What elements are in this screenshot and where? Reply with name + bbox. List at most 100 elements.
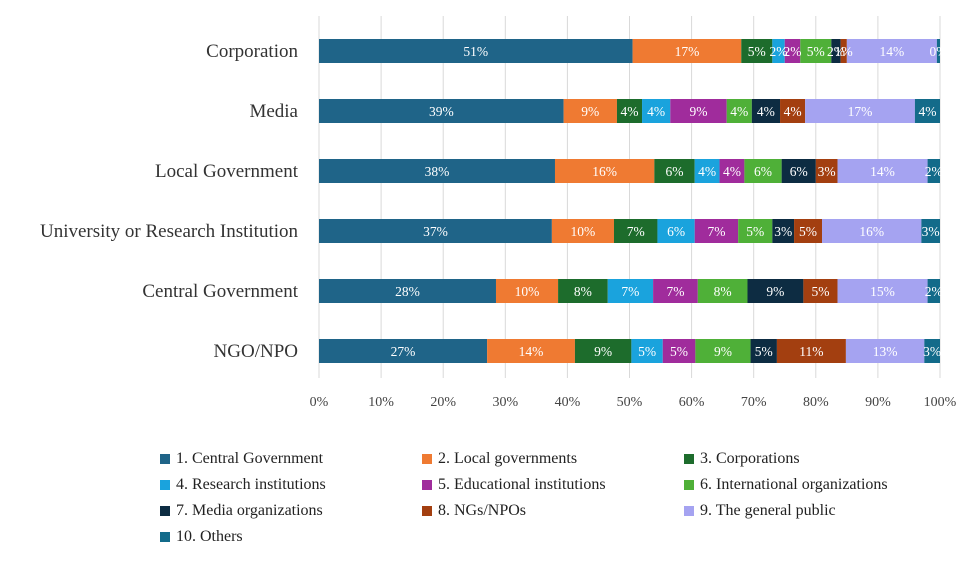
category-labels: Corporation Media Local Government Universi… [40, 41, 299, 362]
bar-segment [772, 219, 795, 243]
legend-swatch [684, 506, 694, 516]
legend-label: 9. The general public [700, 502, 836, 519]
bar-segments [319, 39, 940, 363]
bar-segment [837, 279, 928, 303]
bar-segment [805, 99, 915, 123]
category-label: NGO/NPO [214, 341, 298, 362]
data-label: 10% [515, 284, 540, 299]
data-label: 4% [621, 104, 639, 119]
data-label: 6% [754, 164, 772, 179]
legend-item: 6. International organizations [684, 474, 946, 496]
bar-segment [794, 219, 823, 243]
bar-segment [574, 339, 632, 363]
data-label: 9% [766, 284, 784, 299]
data-label: 8% [714, 284, 732, 299]
bar-segment [697, 279, 748, 303]
bar-segment [741, 39, 773, 63]
data-label: 9% [581, 104, 599, 119]
legend-swatch [684, 480, 694, 490]
data-label: 6% [667, 224, 685, 239]
bar-segment [924, 339, 940, 363]
bar-segment [319, 279, 496, 303]
x-tick-label: 100% [924, 395, 957, 410]
x-tick-label: 40% [555, 395, 581, 410]
category-label: Local Government [155, 161, 299, 182]
x-tick-label: 50% [617, 395, 643, 410]
data-label: 7% [627, 224, 645, 239]
data-label: 14% [870, 164, 895, 179]
data-label: 5% [638, 344, 656, 359]
bar-segment [719, 159, 745, 183]
legend-swatch [684, 454, 694, 464]
legend-swatch [422, 480, 432, 490]
bar-segment [670, 99, 727, 123]
bar-segment [845, 339, 925, 363]
x-tick-label: 90% [865, 395, 891, 410]
bar-segment [653, 279, 698, 303]
legend-swatch [160, 480, 170, 490]
category-label: Corporation [206, 41, 298, 62]
data-label: 13% [873, 344, 898, 359]
bar-segment [822, 219, 922, 243]
data-label: 4% [647, 104, 665, 119]
data-label: 11% [799, 344, 823, 359]
x-tick-label: 10% [368, 395, 394, 410]
bar-segment [751, 99, 781, 123]
data-label: 5% [811, 284, 829, 299]
data-label: 2% [925, 164, 943, 179]
bar-segment [319, 339, 488, 363]
bar-segment [654, 159, 695, 183]
data-label: 51% [463, 44, 488, 59]
legend-item: 9. The general public [684, 500, 946, 522]
x-tick-label: 80% [803, 395, 829, 410]
data-label: 5% [746, 224, 764, 239]
data-label: 7% [666, 284, 684, 299]
data-label: 6% [790, 164, 808, 179]
bar-segment [927, 159, 940, 183]
bar-segment [558, 279, 608, 303]
data-label: 4% [918, 104, 936, 119]
x-tick-label: 30% [492, 395, 518, 410]
data-label: 5% [670, 344, 688, 359]
data-label: 14% [519, 344, 544, 359]
data-label: 2% [784, 44, 802, 59]
bar-segment [642, 99, 671, 123]
legend-label: 3. Corporations [700, 450, 800, 467]
data-label: 16% [859, 224, 884, 239]
legend-swatch [422, 506, 432, 516]
data-label: 10% [571, 224, 596, 239]
bar-segment [936, 39, 940, 63]
x-tick-label: 70% [741, 395, 767, 410]
bar-segment [631, 339, 663, 363]
legend-swatch [422, 454, 432, 464]
bar-segment [837, 159, 928, 183]
bar-segment [815, 159, 838, 183]
data-label: 17% [675, 44, 700, 59]
bar-segment [781, 159, 816, 183]
bar-segment [657, 219, 695, 243]
data-label: 4% [730, 104, 748, 119]
bar-segment [738, 219, 773, 243]
category-label: Media [249, 101, 298, 122]
legend-swatch [160, 454, 170, 464]
data-label: 5% [807, 44, 825, 59]
legend-label: 10. Others [176, 528, 243, 545]
data-label: 2% [925, 284, 943, 299]
bar-segment [551, 219, 614, 243]
legend-item: 1. Central Government [160, 448, 422, 470]
data-label: 7% [621, 284, 639, 299]
category-label: University or Research Institution [40, 221, 299, 242]
data-label: 39% [429, 104, 454, 119]
data-label: 0% [929, 44, 947, 59]
data-label: 9% [594, 344, 612, 359]
data-label: 6% [666, 164, 684, 179]
bar-segment [840, 39, 847, 63]
legend-item: 2. Local governments [422, 448, 684, 470]
legend-item: 7. Media organizations [160, 500, 422, 522]
bar-segment [776, 339, 846, 363]
legend-label: 6. International organizations [700, 476, 888, 493]
bar-segment [694, 159, 720, 183]
x-tick-label: 20% [430, 395, 456, 410]
data-label: 1% [835, 44, 853, 59]
